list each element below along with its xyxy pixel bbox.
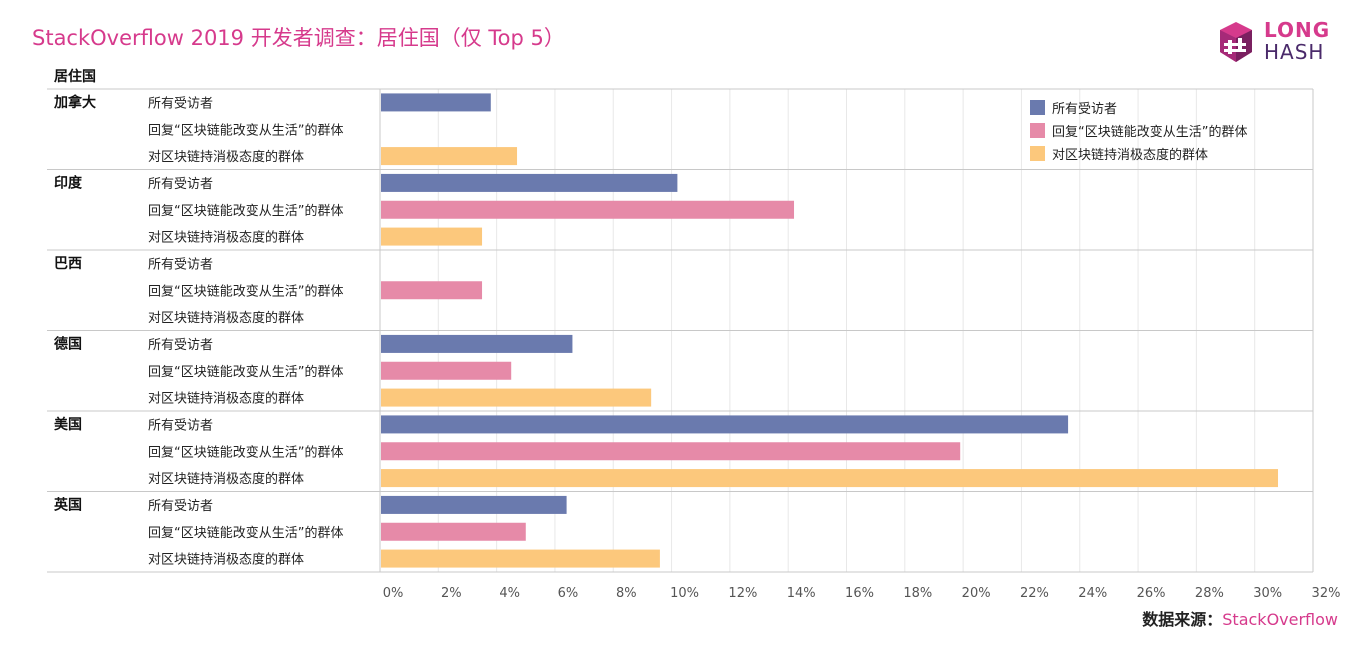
- series-row-label: 回复“区块链能改变从生活”的群体: [148, 203, 343, 219]
- series-row-label: 回复“区块链能改变从生活”的群体: [148, 283, 343, 299]
- x-tick-label: 12%: [728, 586, 757, 601]
- bar: [381, 469, 1279, 488]
- bar: [381, 147, 518, 166]
- x-tick-label: 26%: [1137, 586, 1166, 601]
- legend-label: 对区块链持消极态度的群体: [1052, 147, 1208, 163]
- longhash-logo: LONG HASH: [1214, 18, 1344, 70]
- bar: [381, 93, 491, 112]
- x-tick-label: 28%: [1195, 586, 1224, 601]
- data-source-value: StackOverflow: [1222, 610, 1338, 629]
- category-label: 印度: [54, 175, 83, 192]
- series-row-label: 回复“区块链能改变从生活”的群体: [148, 364, 343, 380]
- x-tick-label: 10%: [670, 586, 699, 601]
- bar: [381, 522, 526, 541]
- series-row-label: 所有受访者: [148, 257, 213, 272]
- series-row-label: 对区块链持消极态度的群体: [148, 230, 304, 246]
- bar: [381, 334, 573, 353]
- x-tick-label: 6%: [558, 586, 579, 601]
- series-row-label: 对区块链持消极态度的群体: [148, 391, 304, 407]
- row-header: 居住国: [54, 68, 96, 85]
- bar: [381, 200, 795, 219]
- legend-swatch: [1030, 146, 1045, 161]
- logo-text-line2: HASH: [1264, 40, 1325, 64]
- x-tick-label: 24%: [1078, 586, 1107, 601]
- x-tick-label: 0%: [383, 586, 404, 601]
- series-row-label: 所有受访者: [148, 338, 213, 353]
- series-row-label: 所有受访者: [148, 96, 213, 111]
- series-row-label: 对区块链持消极态度的群体: [148, 471, 304, 487]
- x-tick-label: 30%: [1253, 586, 1282, 601]
- x-tick-label: 2%: [441, 586, 462, 601]
- chart-title: StackOverflow 2019 开发者调查：居住国（仅 Top 5）: [32, 26, 565, 50]
- series-row-label: 对区块链持消极态度的群体: [148, 310, 304, 326]
- series-row-label: 所有受访者: [148, 177, 213, 192]
- bar: [381, 549, 660, 568]
- category-label: 巴西: [54, 256, 82, 272]
- legend-label: 所有受访者: [1052, 102, 1117, 117]
- legend-label: 回复“区块链能改变从生活”的群体: [1052, 124, 1247, 140]
- category-label: 德国: [54, 336, 82, 353]
- data-source-label: 数据来源：: [1142, 610, 1223, 629]
- longhash-logo-icon: [1220, 22, 1252, 62]
- logo-text-line1: LONG: [1264, 18, 1331, 42]
- x-tick-label: 8%: [616, 586, 637, 601]
- category-label: 美国: [54, 416, 82, 433]
- x-tick-label: 22%: [1020, 586, 1049, 601]
- bar: [381, 495, 567, 514]
- series-row-label: 所有受访者: [148, 499, 213, 514]
- series-row-label: 所有受访者: [148, 418, 213, 433]
- x-tick-label: 32%: [1312, 586, 1341, 601]
- series-row-label: 回复“区块链能改变从生活”的群体: [148, 122, 343, 138]
- bar: [381, 442, 961, 461]
- bar: [381, 361, 512, 380]
- bar: [381, 227, 483, 246]
- bar: [381, 173, 678, 192]
- bar: [381, 415, 1069, 434]
- x-tick-label: 18%: [903, 586, 932, 601]
- category-label: 加拿大: [53, 94, 96, 111]
- x-tick-label: 14%: [787, 586, 816, 601]
- bar: [381, 388, 652, 407]
- data-source: 数据来源：StackOverflow: [1142, 606, 1338, 630]
- legend-swatch: [1030, 100, 1045, 115]
- legend-swatch: [1030, 123, 1045, 138]
- x-tick-label: 16%: [845, 586, 874, 601]
- series-row-label: 对区块链持消极态度的群体: [148, 149, 304, 165]
- x-tick-label: 4%: [499, 586, 520, 601]
- x-tick-label: 20%: [962, 586, 991, 601]
- series-row-label: 回复“区块链能改变从生活”的群体: [148, 525, 343, 541]
- category-label: 英国: [53, 497, 82, 514]
- bar: [381, 281, 483, 300]
- series-row-label: 对区块链持消极态度的群体: [148, 552, 304, 568]
- series-row-label: 回复“区块链能改变从生活”的群体: [148, 444, 343, 460]
